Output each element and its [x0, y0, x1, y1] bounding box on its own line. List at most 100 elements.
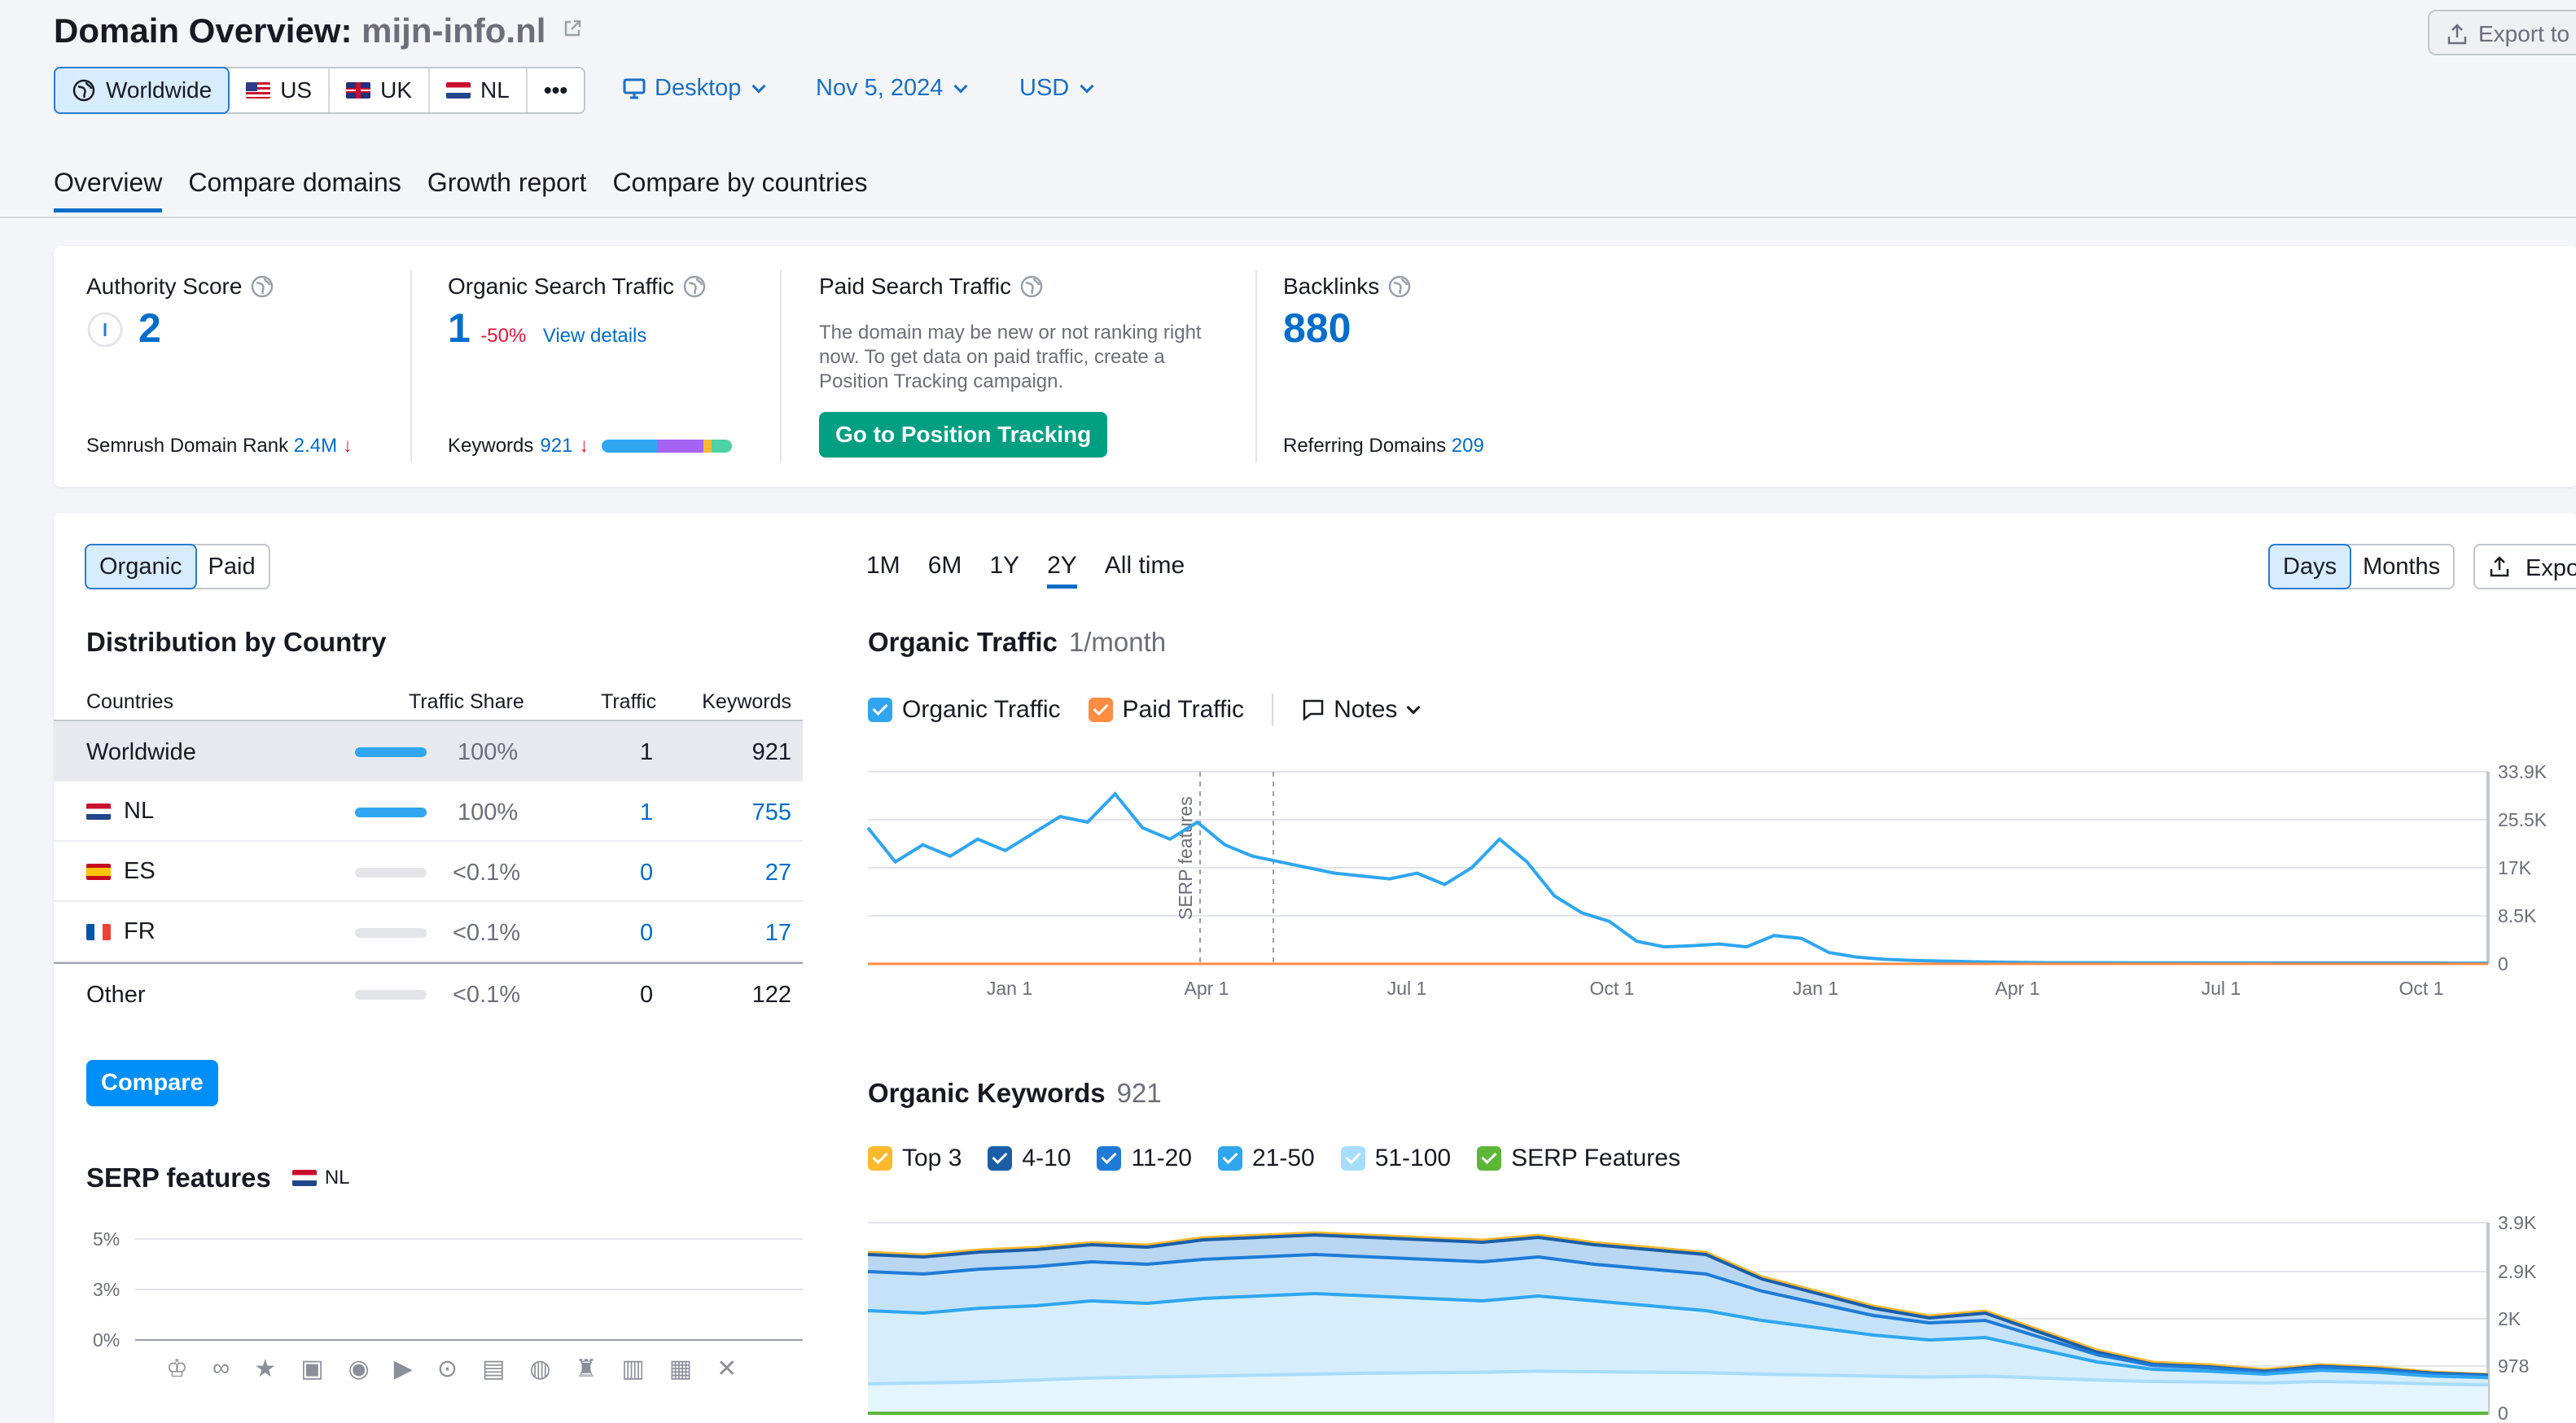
legend-11-20[interactable]: 11-20 — [1097, 1145, 1192, 1172]
traffic-value[interactable]: 0 — [640, 920, 654, 946]
country-name: Worldwide — [86, 739, 196, 765]
legend-21-50[interactable]: 21-50 — [1217, 1145, 1315, 1172]
period-1m[interactable]: 1M — [866, 552, 900, 579]
table-row[interactable]: Other <0.1% 0 122 — [54, 962, 803, 1022]
video-box-icon[interactable]: ▶ — [393, 1355, 413, 1382]
legend-paid-traffic[interactable]: Paid Traffic — [1088, 696, 1244, 724]
legend-top-3[interactable]: Top 3 — [868, 1145, 962, 1172]
info-globe-icon[interactable] — [1387, 274, 1412, 299]
legend-organic-traffic[interactable]: Organic Traffic — [868, 696, 1061, 724]
period-all-time[interactable]: All time — [1104, 552, 1185, 579]
checkbox-icon — [1477, 1146, 1502, 1171]
authority-score-value[interactable]: 2 — [138, 305, 161, 351]
referring-domains-value[interactable]: 209 — [1451, 435, 1484, 457]
authority-gauge-icon — [87, 312, 123, 348]
granularity-days[interactable]: Days — [2268, 544, 2352, 589]
table-row[interactable]: Worldwide 100% 1 921 — [54, 721, 803, 782]
tab-growth-report[interactable]: Growth report — [427, 168, 587, 197]
info-globe-icon[interactable] — [1019, 274, 1044, 299]
info-globe-icon[interactable] — [250, 274, 274, 299]
region-us[interactable]: US — [230, 68, 331, 112]
crown-icon[interactable]: ♔ — [166, 1355, 188, 1382]
export-button[interactable]: Export to — [2428, 10, 2576, 55]
granularity-toggle[interactable]: Days Months — [2268, 544, 2456, 589]
legend-4-10[interactable]: 4-10 — [988, 1145, 1071, 1172]
play-icon[interactable]: ⊙ — [436, 1355, 458, 1382]
tab-compare-domains[interactable]: Compare domains — [188, 168, 401, 197]
distribution-title: Distribution by Country — [86, 627, 387, 657]
x-icon[interactable]: ✕ — [716, 1355, 738, 1382]
organic-paid-toggle[interactable]: Organic Paid — [85, 544, 270, 589]
domain-name[interactable]: mijn-info.nl — [361, 11, 546, 50]
date-dropdown[interactable]: Nov 5, 2024 — [816, 75, 968, 102]
keywords-value[interactable]: 17 — [764, 920, 791, 946]
distribution-table: Countries Traffic Share Traffic Keywords… — [54, 684, 803, 1022]
period-1y[interactable]: 1Y — [989, 552, 1020, 579]
rank-value[interactable]: 2.4M — [293, 435, 338, 457]
briefcase-icon[interactable]: ▦ — [668, 1355, 693, 1382]
legend-serp-features[interactable]: SERP Features — [1477, 1145, 1680, 1172]
grid — [868, 771, 2490, 964]
organic-traffic-value[interactable]: 1 — [448, 305, 471, 351]
col-traffic[interactable]: Traffic — [601, 690, 657, 713]
keywords-value[interactable]: 921 — [540, 435, 573, 457]
table-row[interactable]: ES <0.1% 0 27 — [54, 842, 803, 902]
academic-icon[interactable]: ♜ — [575, 1355, 598, 1382]
flag-es-icon — [86, 863, 111, 880]
region-worldwide[interactable]: Worldwide — [54, 67, 230, 114]
keywords-value[interactable]: 27 — [764, 860, 791, 886]
legend-51-100[interactable]: 51-100 — [1340, 1145, 1451, 1172]
col-keywords[interactable]: Keywords — [702, 690, 791, 713]
checkbox-icon — [988, 1146, 1013, 1171]
legend-label: 11-20 — [1131, 1145, 1192, 1171]
series-line-4 — [867, 1369, 2489, 1387]
device-dropdown[interactable]: Desktop — [622, 75, 766, 102]
col-countries[interactable]: Countries — [86, 690, 173, 713]
traffic-value[interactable]: 1 — [640, 799, 654, 825]
y-axis: 33.9K 25.5K 17K 8.5K 0 — [2498, 761, 2548, 974]
image-icon[interactable]: ▣ — [300, 1355, 324, 1382]
country-name: NL — [124, 798, 155, 824]
backlinks-value[interactable]: 880 — [1283, 305, 1352, 351]
region-selector[interactable]: Worldwide US UK NL ••• — [54, 67, 586, 114]
tab-overview[interactable]: Overview — [54, 168, 163, 212]
tabs-divider — [0, 217, 2576, 218]
keywords-value[interactable]: 755 — [751, 799, 791, 825]
document-icon[interactable]: ▥ — [621, 1355, 645, 1382]
col-traffic-share[interactable]: Traffic Share — [409, 690, 524, 713]
y-tick-label: 978 — [2498, 1355, 2529, 1377]
toggle-paid[interactable]: Paid — [208, 553, 256, 580]
backlinks-label: Backlinks — [1283, 274, 1412, 300]
external-link-icon[interactable] — [562, 18, 583, 39]
video-icon[interactable]: ◉ — [348, 1355, 370, 1382]
link-icon[interactable]: ∞ — [212, 1355, 230, 1381]
more-regions-button[interactable]: ••• — [528, 68, 584, 112]
compare-button[interactable]: Compare — [86, 1060, 218, 1106]
go-to-position-tracking-button[interactable]: Go to Position Tracking — [819, 412, 1108, 458]
arrow-down-icon: ↓ — [579, 435, 589, 457]
tab-compare-by-countries[interactable]: Compare by countries — [612, 168, 868, 197]
currency-dropdown[interactable]: USD — [1019, 75, 1094, 102]
export-icon — [2447, 24, 2467, 45]
pin-icon[interactable]: ◍ — [529, 1355, 551, 1382]
legend-label: Organic Traffic — [902, 696, 1061, 723]
period-6m[interactable]: 6M — [927, 552, 962, 579]
view-details-link[interactable]: View details — [542, 325, 647, 347]
traffic-value[interactable]: 0 — [640, 860, 654, 886]
table-row[interactable]: FR <0.1% 0 17 — [54, 902, 803, 962]
info-globe-icon[interactable] — [682, 274, 707, 299]
toggle-organic[interactable]: Organic — [85, 544, 197, 589]
checkbox-icon — [1340, 1146, 1365, 1171]
star-icon[interactable]: ★ — [254, 1355, 277, 1382]
authority-score-label: Authority Score — [86, 274, 274, 300]
x-tick-label: Jul 1 — [2201, 978, 2241, 999]
period-2y[interactable]: 2Y — [1047, 552, 1077, 589]
table-row[interactable]: NL 100% 1 755 — [54, 782, 803, 842]
region-nl[interactable]: NL — [430, 68, 528, 112]
comment-icon[interactable]: ▤ — [481, 1355, 506, 1382]
granularity-months[interactable]: Months — [2363, 553, 2441, 580]
notes-dropdown[interactable]: Notes — [1301, 696, 1421, 724]
chart-export-button[interactable]: Expo — [2473, 544, 2576, 589]
region-uk[interactable]: UK — [330, 68, 431, 112]
y-tick-label: 2.9K — [2498, 1261, 2537, 1282]
